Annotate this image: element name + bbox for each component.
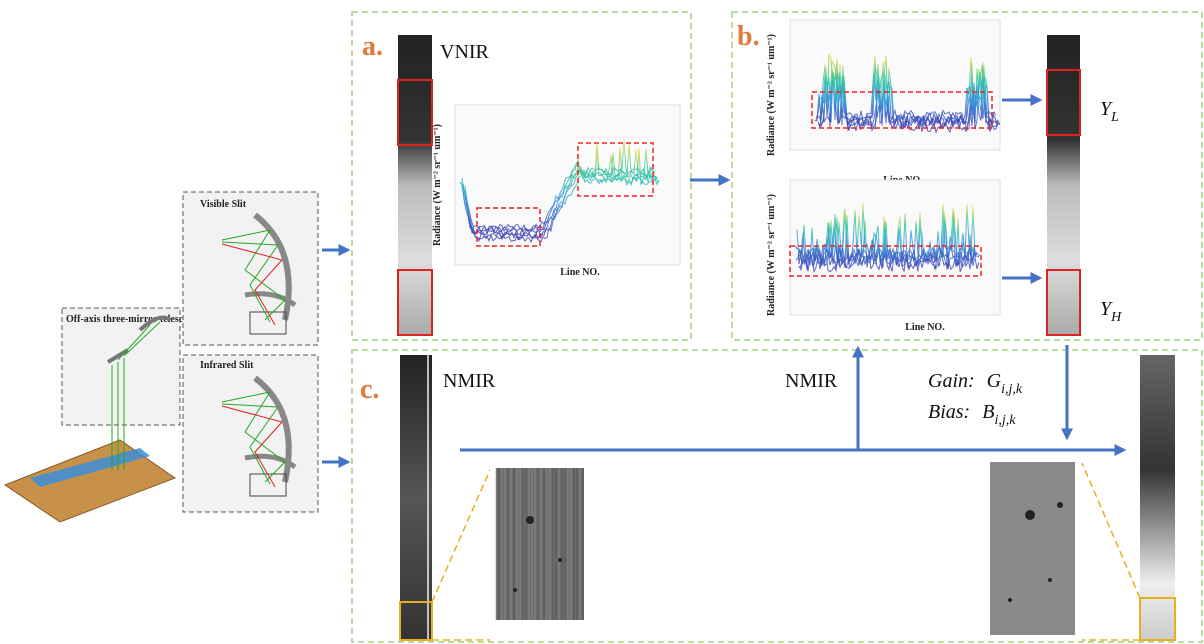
- y-axis-label: Radiance (W m⁻² sr⁻¹ um⁻¹): [432, 124, 443, 246]
- panel-letter: b.: [737, 21, 760, 52]
- telescope-box: [62, 308, 180, 425]
- crater: [1008, 598, 1012, 602]
- crater: [1057, 502, 1063, 508]
- crater: [558, 558, 562, 562]
- bias-label: Bias:: [928, 401, 970, 423]
- telescope-label: Off-axis three-mirror telescope: [66, 314, 199, 325]
- y-strip: [1047, 35, 1080, 335]
- plot-area: [790, 180, 1000, 315]
- y-high: YH: [1100, 298, 1122, 325]
- subscript: H: [1110, 310, 1122, 325]
- y-low: YL: [1100, 98, 1119, 125]
- subscript: i,j,k: [994, 413, 1016, 428]
- telescope-text: Off-axis three-mirror telescope: [66, 314, 199, 325]
- infrared-slit-label: Infrared Slit: [200, 360, 254, 371]
- crater: [513, 588, 517, 592]
- x-axis-label: Line NO.: [560, 267, 600, 278]
- subscript: L: [1110, 110, 1119, 125]
- symbol: B: [982, 401, 994, 423]
- crater: [1025, 510, 1035, 520]
- instrument: Off-axis three-mirror telescope Visible …: [5, 192, 318, 522]
- panel-letter: a.: [362, 31, 383, 62]
- y-axis-label: Radiance (W m⁻² sr⁻¹ um⁻¹): [766, 34, 777, 156]
- panel-letter: c.: [360, 374, 379, 405]
- symbol: G: [987, 370, 1002, 392]
- x-axis-label: Line NO.: [905, 322, 945, 333]
- crater: [1048, 578, 1052, 582]
- nmir-strip: [400, 355, 432, 640]
- terrain: [5, 440, 175, 522]
- band-label: NMIR: [443, 370, 496, 392]
- crater: [526, 516, 534, 524]
- bias: Bias: Bi,j,k: [928, 401, 1016, 428]
- gain: Gain: Gi,j,k: [928, 370, 1023, 397]
- subscript: i,j,k: [1001, 382, 1023, 397]
- radiance-plot: Radiance (W m⁻² sr⁻¹ um⁻¹) Line NO.: [432, 105, 680, 278]
- plot-area: [790, 20, 1000, 150]
- band-label: VNIR: [440, 41, 490, 63]
- visible-slit-label: Visible Slit: [200, 199, 247, 210]
- flow-band-label: NMIR: [785, 370, 838, 392]
- radiance-plot: Radiance (W m⁻² sr⁻¹ um⁻¹) Line NO.: [766, 20, 1000, 186]
- corrected-image: [990, 462, 1075, 635]
- y-axis-label: Radiance (W m⁻² sr⁻¹ um⁻¹): [766, 194, 777, 316]
- diagram: Off-axis three-mirror telescope Visible …: [0, 0, 1204, 644]
- radiance-plot: Radiance (W m⁻² sr⁻¹ um⁻¹) Line NO.: [766, 180, 1000, 333]
- gain-label: Gain:: [928, 370, 975, 392]
